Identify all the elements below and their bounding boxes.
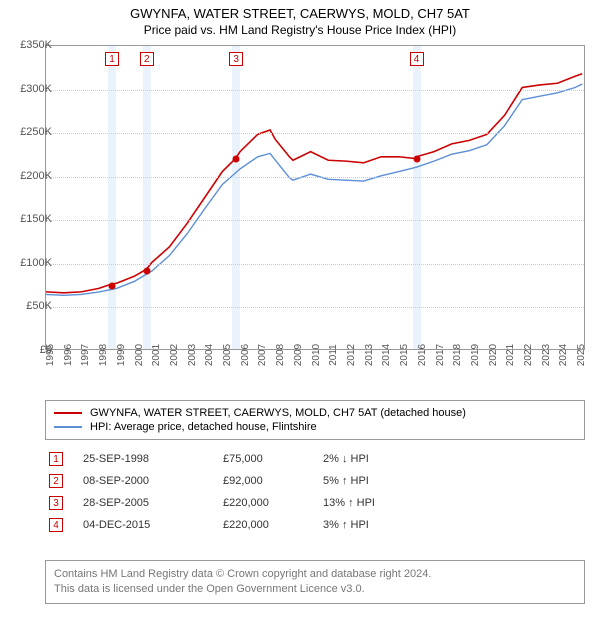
- legend-item: HPI: Average price, detached house, Flin…: [54, 420, 576, 434]
- x-axis-label: 1996: [63, 344, 74, 366]
- x-axis-label: 2008: [275, 344, 286, 366]
- x-axis-label: 2019: [470, 344, 481, 366]
- gridline: [46, 90, 584, 91]
- sales-row-marker: 2: [49, 474, 63, 488]
- gridline: [46, 307, 584, 308]
- legend: GWYNFA, WATER STREET, CAERWYS, MOLD, CH7…: [45, 400, 585, 440]
- sales-row: 2 08-SEP-2000£92,0005% ↑ HPI: [45, 470, 585, 492]
- x-axis-label: 2020: [488, 344, 499, 366]
- x-axis-label: 2018: [452, 344, 463, 366]
- sale-marker-label: 3: [229, 52, 243, 66]
- sales-table: 125-SEP-1998£75,0002% ↓ HPI208-SEP-2000£…: [45, 448, 585, 536]
- x-axis-label: 1999: [116, 344, 127, 366]
- sales-row-date: 25-SEP-1998: [83, 453, 223, 465]
- gridline: [46, 220, 584, 221]
- chart-subtitle: Price paid vs. HM Land Registry's House …: [0, 23, 600, 37]
- sale-marker-label: 1: [105, 52, 119, 66]
- x-axis-label: 2001: [151, 344, 162, 366]
- sales-row-delta: 3% ↑ HPI: [323, 519, 443, 531]
- x-axis-label: 2011: [328, 344, 339, 366]
- gridline: [46, 264, 584, 265]
- sale-marker-dot: [109, 282, 116, 289]
- x-axis-label: 2024: [558, 344, 569, 366]
- gridline: [46, 133, 584, 134]
- sale-marker-label: 2: [140, 52, 154, 66]
- chart-lines: [46, 46, 584, 349]
- sales-row-price: £220,000: [223, 519, 323, 531]
- sales-row: 1 25-SEP-1998£75,0002% ↓ HPI: [45, 448, 585, 470]
- y-axis-label: £250K: [12, 126, 52, 138]
- legend-swatch: [54, 426, 82, 428]
- sale-marker-label: 4: [410, 52, 424, 66]
- x-axis-label: 2009: [293, 344, 304, 366]
- footer-line: This data is licensed under the Open Gov…: [54, 582, 576, 597]
- sale-marker-dot: [143, 267, 150, 274]
- sales-row-marker: 3: [49, 496, 63, 510]
- sales-row: 3 28-SEP-2005£220,00013% ↑ HPI: [45, 492, 585, 514]
- x-axis-label: 2021: [505, 344, 516, 366]
- x-axis-label: 2022: [523, 344, 534, 366]
- x-axis-label: 2025: [576, 344, 587, 366]
- x-axis-label: 1995: [45, 344, 56, 366]
- x-axis-label: 2002: [169, 344, 180, 366]
- chart-plot-area: 1 2 3 4: [45, 45, 585, 350]
- sales-row-delta: 5% ↑ HPI: [323, 475, 443, 487]
- footer-line: Contains HM Land Registry data © Crown c…: [54, 567, 576, 582]
- sale-marker-dot: [233, 156, 240, 163]
- x-axis-label: 2023: [541, 344, 552, 366]
- x-axis-label: 2014: [381, 344, 392, 366]
- y-axis-label: £100K: [12, 257, 52, 269]
- legend-label: GWYNFA, WATER STREET, CAERWYS, MOLD, CH7…: [90, 407, 466, 419]
- y-axis-label: £150K: [12, 213, 52, 225]
- y-axis-label: £200K: [12, 170, 52, 182]
- y-axis-label: £300K: [12, 83, 52, 95]
- sales-row-marker: 1: [49, 452, 63, 466]
- chart-title: GWYNFA, WATER STREET, CAERWYS, MOLD, CH7…: [0, 6, 600, 21]
- x-axis-label: 1998: [98, 344, 109, 366]
- x-axis-label: 2010: [311, 344, 322, 366]
- legend-item: GWYNFA, WATER STREET, CAERWYS, MOLD, CH7…: [54, 406, 576, 420]
- sale-marker-dot: [413, 156, 420, 163]
- x-axis-label: 1997: [80, 344, 91, 366]
- y-axis-label: £350K: [12, 39, 52, 51]
- x-axis-label: 2015: [399, 344, 410, 366]
- sales-row-date: 08-SEP-2000: [83, 475, 223, 487]
- sales-row-date: 04-DEC-2015: [83, 519, 223, 531]
- attribution-footer: Contains HM Land Registry data © Crown c…: [45, 560, 585, 604]
- legend-label: HPI: Average price, detached house, Flin…: [90, 421, 317, 433]
- x-axis-label: 2005: [222, 344, 233, 366]
- sales-row-delta: 2% ↓ HPI: [323, 453, 443, 465]
- x-axis-label: 2003: [187, 344, 198, 366]
- x-axis-label: 2013: [364, 344, 375, 366]
- legend-swatch: [54, 412, 82, 414]
- x-axis-label: 2006: [240, 344, 251, 366]
- x-axis-label: 2004: [204, 344, 215, 366]
- x-axis-label: 2016: [417, 344, 428, 366]
- y-axis-label: £50K: [12, 300, 52, 312]
- sales-row-price: £92,000: [223, 475, 323, 487]
- sales-row-delta: 13% ↑ HPI: [323, 497, 443, 509]
- sales-row: 4 04-DEC-2015£220,0003% ↑ HPI: [45, 514, 585, 536]
- x-axis-label: 2000: [134, 344, 145, 366]
- gridline: [46, 177, 584, 178]
- sales-row-date: 28-SEP-2005: [83, 497, 223, 509]
- x-axis-label: 2007: [257, 344, 268, 366]
- sales-row-price: £220,000: [223, 497, 323, 509]
- series-property: [46, 74, 582, 293]
- x-axis-label: 2017: [435, 344, 446, 366]
- sales-row-marker: 4: [49, 518, 63, 532]
- x-axis-label: 2012: [346, 344, 357, 366]
- sales-row-price: £75,000: [223, 453, 323, 465]
